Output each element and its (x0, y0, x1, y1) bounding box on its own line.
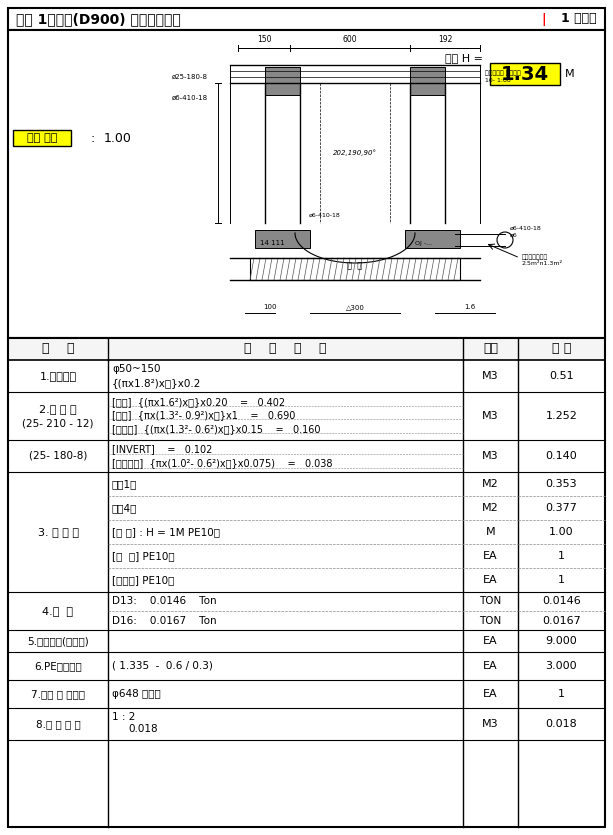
Text: M: M (485, 527, 495, 537)
Text: 1.34: 1.34 (501, 64, 549, 84)
Text: 150: 150 (257, 35, 271, 44)
Text: 걸  석: 걸 석 (348, 261, 363, 271)
Text: 1.00: 1.00 (104, 131, 132, 144)
Text: EA: EA (483, 551, 498, 561)
Text: 3. 거 푸 집: 3. 거 푸 집 (37, 527, 78, 537)
Text: [INVERT]    =   0.102: [INVERT] = 0.102 (112, 444, 212, 454)
Bar (490, 63, 560, 85)
Text: 원형 1호맨홀(D900) 단위수량산출: 원형 1호맨홀(D900) 단위수량산출 (16, 12, 181, 26)
Text: [벽체]  {πx(1.3²- 0.9²)x삼}x1    =   0.690: [벽체] {πx(1.3²- 0.9²)x삼}x1 = 0.690 (112, 410, 295, 420)
Bar (8, 338, 605, 360)
Text: 14 111: 14 111 (260, 240, 284, 246)
Text: M2: M2 (482, 479, 499, 489)
Text: 0.51: 0.51 (549, 371, 574, 381)
Text: 1.00: 1.00 (549, 527, 574, 537)
Bar (410, 67, 445, 95)
Text: M3: M3 (482, 371, 499, 381)
Text: 202,190,90°: 202,190,90° (333, 149, 377, 156)
Text: 0.0146: 0.0146 (542, 596, 581, 606)
Text: 600: 600 (343, 35, 357, 44)
Text: 0.353: 0.353 (546, 479, 577, 489)
Text: ( 1.335  -  0.6 / 0.3): ( 1.335 - 0.6 / 0.3) (112, 661, 213, 671)
Text: 0.377: 0.377 (546, 503, 577, 513)
Text: 4.철  근: 4.철 근 (42, 606, 74, 616)
Text: 수 량: 수 량 (552, 342, 571, 356)
Text: 1 : 2: 1 : 2 (112, 712, 135, 722)
Text: ø6-410-18: ø6-410-18 (172, 95, 208, 101)
Text: :: : (91, 131, 95, 144)
Text: 1: 1 (558, 551, 565, 561)
Bar (13, 130, 71, 146)
Text: 높기별한서 콘캐리드: 높기별한서 콘캐리드 (485, 70, 521, 76)
Text: EA: EA (483, 636, 498, 646)
Text: EA: EA (483, 661, 498, 671)
Text: 9.000: 9.000 (546, 636, 577, 646)
Text: EA: EA (483, 575, 498, 585)
Text: M: M (565, 69, 574, 79)
Text: M3: M3 (482, 451, 499, 461)
Text: 1: 1 (558, 575, 565, 585)
Text: [벽 체] : H = 1M PE10회: [벽 체] : H = 1M PE10회 (112, 527, 220, 537)
Text: M2: M2 (482, 503, 499, 513)
Text: 벽체 높이: 벽체 높이 (27, 133, 57, 143)
Text: ø6-410-18: ø6-410-18 (309, 213, 341, 218)
Bar (265, 67, 300, 95)
Text: 7.뚜껑 및 받침대: 7.뚜껑 및 받침대 (31, 689, 85, 699)
Text: φ50~150: φ50~150 (112, 364, 161, 374)
Text: [슬라브]  {(πx(1.3²- 0.6²)x삼}x0.15    =   0.160: [슬라브] {(πx(1.3²- 0.6²)x삼}x0.15 = 0.160 (112, 424, 321, 434)
Text: [기  초] PE10회: [기 초] PE10회 (112, 551, 175, 561)
Text: 0.018: 0.018 (546, 719, 577, 729)
Text: M3: M3 (482, 411, 499, 421)
Bar (8, 30, 605, 338)
Text: 1.252: 1.252 (546, 411, 577, 421)
Text: 0.140: 0.140 (546, 451, 577, 461)
Text: |: | (541, 13, 546, 26)
Text: 공    종: 공 종 (42, 342, 74, 356)
Text: D16:    0.0167    Ton: D16: 0.0167 Ton (112, 615, 216, 625)
Text: (25- 210 - 12): (25- 210 - 12) (22, 418, 94, 428)
Text: M3: M3 (482, 719, 499, 729)
Text: 8.이 음 물 탈: 8.이 음 물 탈 (36, 719, 80, 729)
Text: 1 개소당: 1 개소당 (562, 13, 597, 26)
Text: 100: 100 (263, 304, 276, 310)
Text: 3.000: 3.000 (546, 661, 577, 671)
Text: ø6-410-18: ø6-410-18 (510, 225, 542, 230)
Text: 5.스페이서(슬라브): 5.스페이서(슬라브) (27, 636, 89, 646)
Bar (255, 230, 310, 248)
Text: [높이조정]  {πx(1.0²- 0.6²)x삼}x0.075)    =   0.038: [높이조정] {πx(1.0²- 0.6²)x삼}x0.075) = 0.038 (112, 458, 332, 468)
Text: 2.레 미 콘: 2.레 미 콘 (39, 404, 77, 414)
Text: 0.0167: 0.0167 (542, 615, 581, 625)
Text: 수분인구지스넵
2.5m²n1.3m²: 수분인구지스넵 2.5m²n1.3m² (522, 255, 563, 266)
Text: TON: TON (479, 615, 501, 625)
Text: 합판4회: 합판4회 (112, 503, 137, 513)
Text: φ648 주철재: φ648 주철재 (112, 689, 161, 699)
Text: 1: 1 (558, 689, 565, 699)
Text: OJ -...: OJ -... (415, 240, 432, 245)
Bar (8, 8, 605, 30)
Text: 1.6: 1.6 (465, 304, 476, 310)
Text: 단위: 단위 (483, 342, 498, 356)
Text: [슬라브] PE10회: [슬라브] PE10회 (112, 575, 174, 585)
Bar (250, 258, 460, 280)
Text: {(πx1.8²)x삼}x0.2: {(πx1.8²)x삼}x0.2 (112, 378, 202, 388)
Text: 1.기초잡석: 1.기초잡석 (39, 371, 77, 381)
Text: EA: EA (483, 689, 498, 699)
Bar (405, 230, 460, 248)
Text: 10- 1:00: 10- 1:00 (485, 78, 511, 83)
Text: 6.PE발디딤쇠: 6.PE발디딤쇠 (34, 661, 82, 671)
Text: ø25-180-8: ø25-180-8 (172, 74, 208, 80)
Text: 산    출    근    거: 산 출 근 거 (244, 342, 327, 356)
Text: D13:    0.0146    Ton: D13: 0.0146 Ton (112, 596, 216, 606)
Text: 0.018: 0.018 (128, 724, 158, 734)
Text: (25- 180-8): (25- 180-8) (29, 451, 87, 461)
Bar (8, 338, 605, 827)
Text: △300: △300 (346, 304, 365, 310)
Text: ø6: ø6 (510, 232, 518, 237)
Text: [바닥]  {(πx1.6²)x삼}x0.20    =   0.402: [바닥] {(πx1.6²)x삼}x0.20 = 0.402 (112, 397, 285, 407)
Text: 192: 192 (438, 35, 452, 44)
Text: TON: TON (479, 596, 501, 606)
Text: 평균 H =: 평균 H = (445, 53, 483, 63)
Text: 합판1회: 합판1회 (112, 479, 137, 489)
